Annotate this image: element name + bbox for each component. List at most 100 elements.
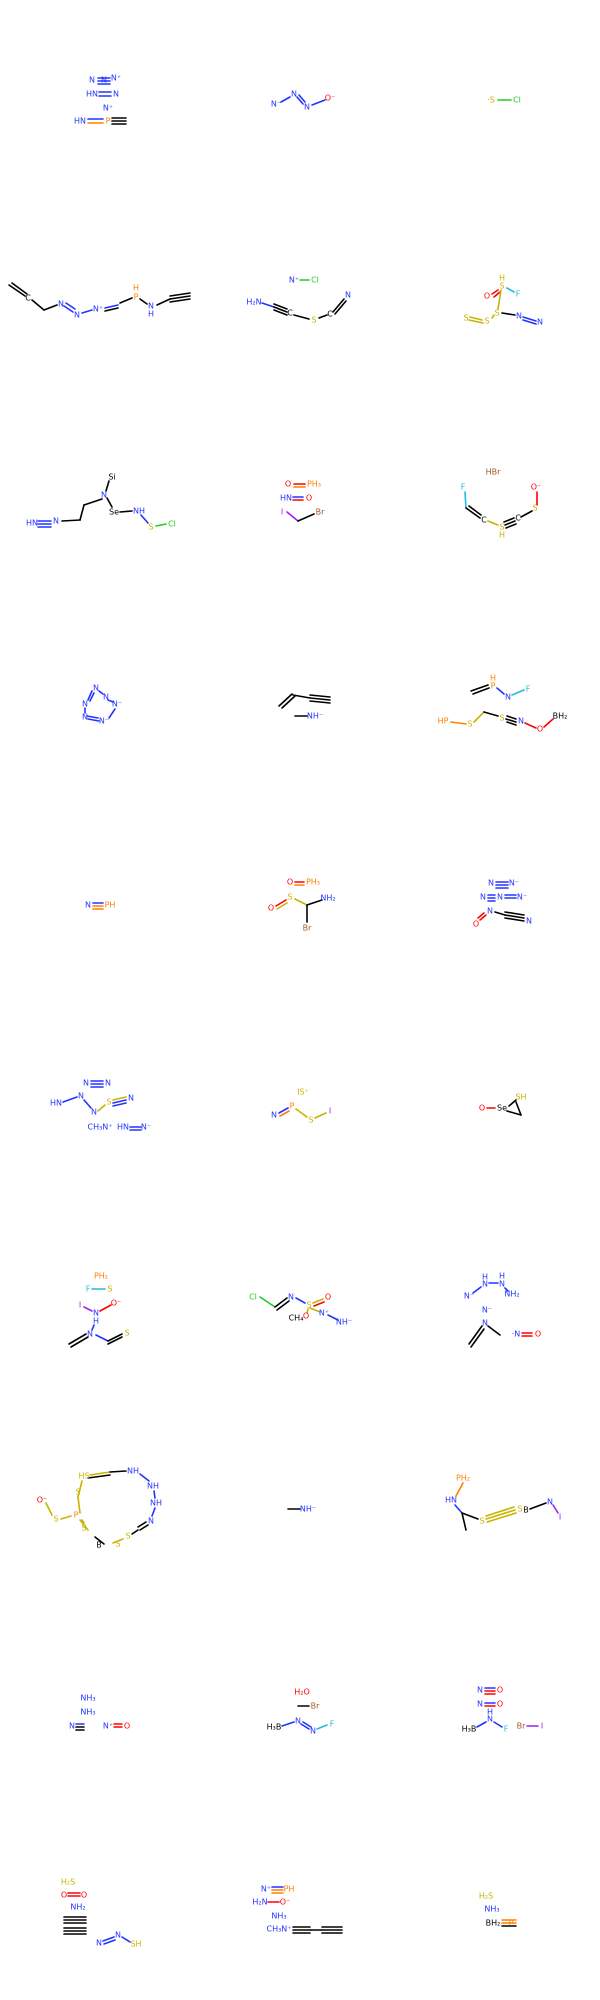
atom-label: F [86, 1285, 91, 1294]
atom-label: PH₂ [94, 1272, 108, 1281]
atom-label: N⁻ [482, 1306, 492, 1315]
atom-label: H [499, 531, 505, 540]
atom-label: O [303, 1312, 309, 1321]
atom-label: N [497, 893, 503, 902]
atom-label: NH₂ [504, 1290, 519, 1299]
atom-label: N [499, 1280, 505, 1289]
atom-label: F [516, 290, 521, 299]
mol-5-1: N PH [85, 901, 115, 910]
atom-label: BH₂ [486, 1919, 501, 1928]
atom-label: S [106, 1098, 111, 1107]
atom-label: NH [127, 1467, 139, 1476]
atom-label: I [329, 1107, 331, 1116]
atom-label: N [53, 517, 59, 526]
atom-label: Br [311, 1702, 320, 1711]
atom-label: N [83, 1079, 89, 1088]
atom-label: S [75, 1488, 80, 1497]
atom-label: PH [284, 1885, 295, 1894]
atom-label: N [295, 1717, 301, 1726]
atom-label: H [482, 1273, 488, 1282]
atom-label: N [103, 693, 109, 702]
atom-label: N [91, 1108, 97, 1117]
atom-label: PH [105, 901, 116, 910]
atom-label: Cl [513, 96, 521, 105]
atom-label: N [113, 90, 119, 99]
atom-label: N [526, 917, 532, 926]
atom-label: N [115, 1931, 121, 1940]
atom-label: N [547, 1498, 553, 1507]
atom-label: N⁻ [99, 717, 109, 726]
atom-label: N [518, 717, 524, 726]
atom-label: BH₂ [553, 712, 568, 721]
atom-label: H [490, 674, 496, 683]
atom-label: S [311, 316, 316, 325]
atom-label: N [82, 713, 88, 722]
atom-label: S [467, 720, 472, 729]
atom-label: NH₂ [320, 894, 335, 903]
atom-label: N⁻ [509, 879, 519, 888]
mol-3-2: O PH₃ HN O I Br [280, 480, 325, 517]
atom-label: O [473, 920, 479, 929]
atom-label: HN [445, 1496, 457, 1505]
atom-label: O [124, 1722, 130, 1731]
atom-label: O [81, 1891, 87, 1900]
atom-label: Br [316, 508, 325, 517]
atom-label: H [93, 1317, 99, 1326]
atom-label: N [85, 901, 91, 910]
atom-label: O [537, 725, 543, 734]
atom-label: S [499, 523, 504, 532]
atom-label: O [479, 1104, 485, 1113]
atom-label: O⁻ [111, 1299, 122, 1308]
atom-label: C [25, 294, 31, 303]
atom-label: N [487, 907, 493, 916]
atom-label: PH₃ [307, 480, 321, 489]
atom-label: CH₃N⁺ [87, 1123, 112, 1132]
atom-label: N [89, 76, 95, 85]
atom-label: N [69, 1722, 75, 1731]
mol-5-3: N N⁻N N N⁻NO N [473, 879, 532, 929]
atom-label: HN [117, 1123, 129, 1132]
atom-label: N [93, 1309, 99, 1318]
atom-label: HN [280, 494, 292, 503]
atom-label: NH⁻ [300, 1505, 316, 1514]
atom-label: N [480, 893, 486, 902]
atom-label: N⁺ [261, 1885, 271, 1894]
atom-label: N⁺ [319, 1309, 329, 1318]
atom-label: N⁻ [112, 700, 122, 709]
atom-label: S [124, 1329, 129, 1338]
atom-label: CH₄ [289, 1314, 304, 1323]
atom-label: S [125, 1532, 130, 1541]
atom-label: S [148, 523, 153, 532]
atom-label: S [81, 1524, 86, 1533]
atom-label: N [148, 1517, 154, 1526]
atom-label: NH₂ [70, 1903, 85, 1912]
atom-label: S [532, 504, 537, 513]
mol-8-2: NH⁻ [300, 1505, 316, 1514]
atom-label: ·S [487, 96, 495, 105]
atom-label: N [487, 1715, 493, 1724]
bond-lines [8, 77, 559, 1945]
mol-4-1: NNN⁻NN N⁻ [82, 684, 122, 726]
atom-label: N [477, 1686, 483, 1695]
atom-label: H [148, 310, 154, 319]
atom-label: O⁻ [280, 1898, 291, 1907]
atom-label: Se [497, 1104, 507, 1113]
atom-label: Si [108, 473, 115, 482]
atom-label: H [133, 284, 139, 293]
atom-label: N [537, 318, 543, 327]
atom-label: N⁺ [289, 276, 299, 285]
atom-label: S [115, 1540, 120, 1549]
atom-label: Br [303, 924, 312, 933]
atom-label: N [477, 1700, 483, 1709]
atom-label: Se [109, 508, 119, 517]
mol-10-3: H₂S NH₃ BH₂ P [479, 1892, 514, 1928]
atom-label: S [499, 714, 504, 723]
atom-label: O [306, 494, 312, 503]
atom-label: P [491, 682, 496, 691]
mol-6-3: O Se SH [479, 1093, 527, 1113]
